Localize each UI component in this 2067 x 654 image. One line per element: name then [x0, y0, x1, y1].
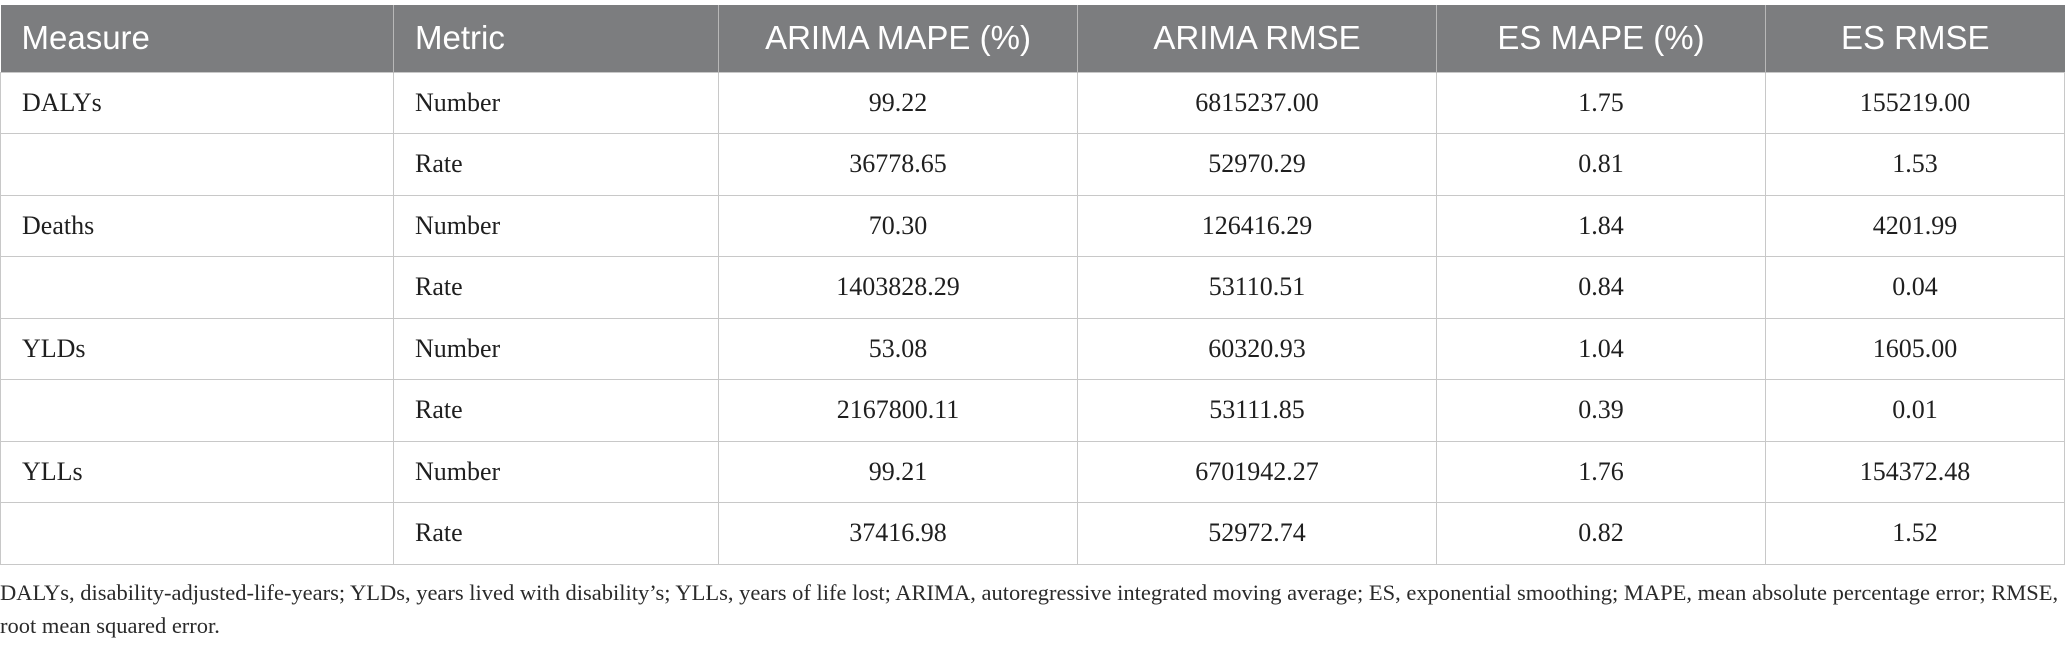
cell-arima-mape: 36778.65: [718, 133, 1078, 196]
cell-es-mape: 1.84: [1436, 194, 1766, 257]
results-table: Measure Metric ARIMA MAPE (%) ARIMA RMSE…: [0, 5, 2065, 565]
cell-measure: [0, 256, 394, 319]
cell-arima-rmse: 126416.29: [1077, 194, 1437, 257]
cell-measure: [0, 502, 394, 565]
cell-arima-rmse: 52972.74: [1077, 502, 1437, 565]
table-footnote: DALYs, disability-adjusted-life-years; Y…: [0, 580, 2059, 638]
cell-arima-mape: 99.22: [718, 71, 1078, 134]
cell-metric: Number: [393, 440, 719, 503]
cell-arima-rmse: 53111.85: [1077, 379, 1437, 442]
cell-metric: Number: [393, 194, 719, 257]
table-row: Rate 1403828.29 53110.51 0.84 0.04: [0, 256, 2065, 319]
header-arima-mape: ARIMA MAPE (%): [718, 5, 1078, 72]
cell-arima-rmse: 6815237.00: [1077, 71, 1437, 134]
cell-es-mape: 0.84: [1436, 256, 1766, 319]
cell-measure: YLDs: [0, 317, 394, 380]
cell-es-mape: 0.81: [1436, 133, 1766, 196]
cell-es-mape: 1.75: [1436, 71, 1766, 134]
table-row: YLDs Number 53.08 60320.93 1.04 1605.00: [0, 317, 2065, 380]
cell-arima-mape: 37416.98: [718, 502, 1078, 565]
cell-es-rmse: 4201.99: [1765, 194, 2065, 257]
table-row: Deaths Number 70.30 126416.29 1.84 4201.…: [0, 194, 2065, 257]
cell-measure: YLLs: [0, 440, 394, 503]
cell-es-rmse: 1.53: [1765, 133, 2065, 196]
cell-arima-mape: 53.08: [718, 317, 1078, 380]
cell-arima-rmse: 60320.93: [1077, 317, 1437, 380]
cell-arima-rmse: 6701942.27: [1077, 440, 1437, 503]
cell-arima-mape: 70.30: [718, 194, 1078, 257]
cell-es-rmse: 154372.48: [1765, 440, 2065, 503]
header-es-rmse: ES RMSE: [1765, 5, 2065, 72]
cell-metric: Rate: [393, 379, 719, 442]
header-row: Measure Metric ARIMA MAPE (%) ARIMA RMSE…: [0, 5, 2065, 72]
cell-metric: Number: [393, 317, 719, 380]
cell-arima-mape: 99.21: [718, 440, 1078, 503]
cell-metric: Rate: [393, 256, 719, 319]
cell-es-mape: 1.76: [1436, 440, 1766, 503]
cell-arima-rmse: 52970.29: [1077, 133, 1437, 196]
cell-metric: Rate: [393, 502, 719, 565]
cell-es-rmse: 1.52: [1765, 502, 2065, 565]
cell-es-rmse: 1605.00: [1765, 317, 2065, 380]
table-row: YLLs Number 99.21 6701942.27 1.76 154372…: [0, 440, 2065, 503]
table-row: Rate 36778.65 52970.29 0.81 1.53: [0, 133, 2065, 196]
header-arima-rmse: ARIMA RMSE: [1077, 5, 1437, 72]
cell-arima-mape: 1403828.29: [718, 256, 1078, 319]
header-es-mape: ES MAPE (%): [1436, 5, 1766, 72]
cell-metric: Rate: [393, 133, 719, 196]
cell-arima-mape: 2167800.11: [718, 379, 1078, 442]
cell-es-rmse: 0.04: [1765, 256, 2065, 319]
cell-es-mape: 0.82: [1436, 502, 1766, 565]
table-row: Rate 37416.98 52972.74 0.82 1.52: [0, 502, 2065, 565]
cell-arima-rmse: 53110.51: [1077, 256, 1437, 319]
cell-es-mape: 1.04: [1436, 317, 1766, 380]
cell-measure: DALYs: [0, 71, 394, 134]
table-row: Rate 2167800.11 53111.85 0.39 0.01: [0, 379, 2065, 442]
cell-measure: [0, 133, 394, 196]
table-row: DALYs Number 99.22 6815237.00 1.75 15521…: [0, 71, 2065, 134]
cell-measure: [0, 379, 394, 442]
cell-metric: Number: [393, 71, 719, 134]
cell-es-rmse: 0.01: [1765, 379, 2065, 442]
cell-measure: Deaths: [0, 194, 394, 257]
cell-es-mape: 0.39: [1436, 379, 1766, 442]
header-metric: Metric: [393, 5, 719, 72]
header-measure: Measure: [0, 5, 394, 72]
cell-es-rmse: 155219.00: [1765, 71, 2065, 134]
